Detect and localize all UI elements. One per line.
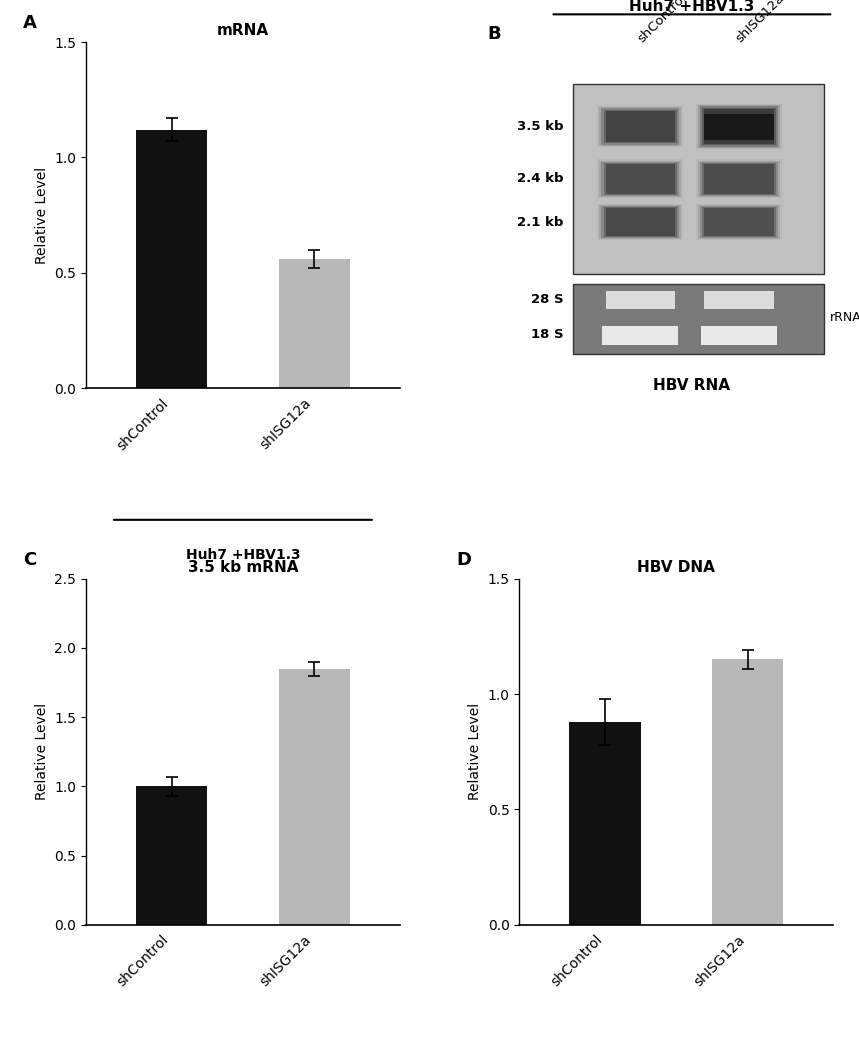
Bar (278, 259, 350, 388)
Bar (694, 102, 784, 150)
Bar (597, 160, 683, 199)
Title: 3.5 kb mRNA: 3.5 kb mRNA (187, 560, 298, 575)
Bar (696, 204, 782, 241)
Bar (278, 668, 350, 925)
Bar (570, 722, 641, 925)
Bar (573, 285, 824, 353)
Text: Huh7 +HBV1.3: Huh7 +HBV1.3 (630, 0, 754, 15)
Bar (595, 159, 685, 200)
Bar (595, 203, 685, 242)
Text: shISG12a: shISG12a (733, 0, 786, 45)
Bar (606, 208, 674, 235)
Text: B: B (488, 25, 502, 43)
Bar (604, 109, 677, 143)
Bar (597, 106, 683, 147)
Bar (704, 291, 774, 309)
Bar (704, 109, 774, 144)
Bar (595, 105, 685, 148)
Text: 28 S: 28 S (531, 293, 564, 307)
Text: 3.5 kb: 3.5 kb (516, 120, 564, 133)
Bar (696, 104, 782, 149)
Text: shControl: shControl (636, 0, 690, 45)
Bar (602, 326, 678, 345)
Bar (698, 161, 780, 197)
Title: mRNA: mRNA (216, 23, 269, 38)
Text: 18 S: 18 S (531, 328, 564, 342)
Bar (600, 205, 681, 240)
Bar (698, 205, 780, 240)
Title: HBV DNA: HBV DNA (637, 560, 716, 575)
Bar (701, 326, 777, 345)
Y-axis label: Relative Level: Relative Level (34, 703, 49, 801)
Bar (703, 207, 776, 238)
Text: 2.1 kb: 2.1 kb (517, 215, 564, 228)
Bar (600, 107, 681, 146)
Bar (696, 160, 782, 199)
Bar (606, 111, 674, 142)
Bar (694, 203, 784, 242)
Bar (698, 105, 780, 148)
Y-axis label: Relative Level: Relative Level (34, 166, 49, 264)
Bar (606, 291, 674, 309)
Bar (604, 207, 677, 238)
Bar (601, 108, 679, 145)
Bar (703, 163, 776, 194)
Bar (700, 106, 777, 146)
Text: Huh7 +HBV1.3: Huh7 +HBV1.3 (186, 548, 300, 561)
Bar (694, 159, 784, 200)
Bar (601, 162, 679, 195)
Text: 2.4 kb: 2.4 kb (516, 172, 564, 185)
Bar (600, 161, 681, 197)
Text: C: C (23, 551, 36, 569)
Text: A: A (23, 15, 37, 33)
Bar (700, 206, 777, 239)
Text: rRNAs: rRNAs (830, 311, 859, 324)
Bar (597, 204, 683, 241)
Y-axis label: Relative Level: Relative Level (468, 703, 482, 801)
Bar (606, 164, 674, 193)
Bar (704, 164, 774, 193)
Bar (136, 786, 207, 925)
Bar (703, 108, 776, 145)
Bar (700, 162, 777, 195)
Bar (604, 163, 677, 194)
Bar (601, 206, 679, 239)
Bar (704, 208, 774, 235)
Bar (136, 129, 207, 388)
Bar (573, 84, 824, 274)
Text: D: D (456, 551, 472, 569)
Text: HBV RNA: HBV RNA (654, 378, 730, 393)
Bar (704, 115, 774, 141)
Bar (712, 659, 783, 925)
